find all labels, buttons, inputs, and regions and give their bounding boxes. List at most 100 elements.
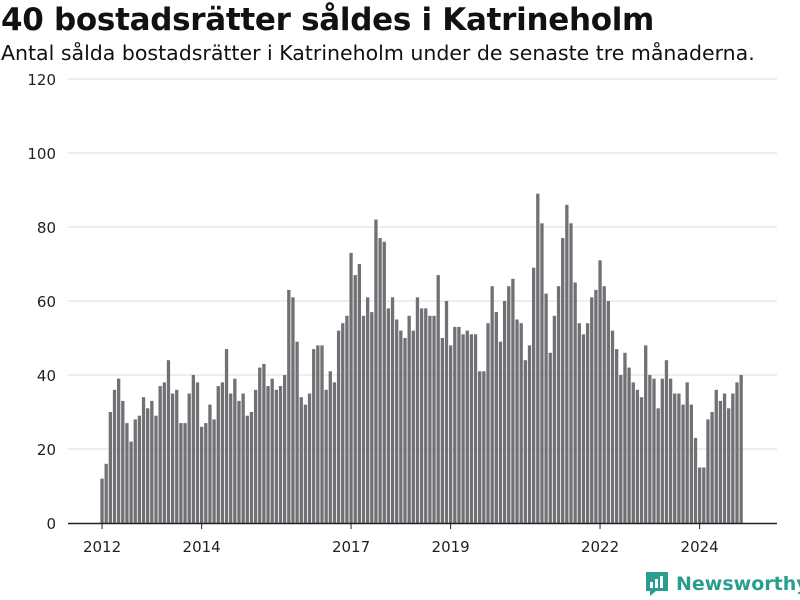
bar [548,352,552,523]
bar [718,400,723,523]
bar [349,252,353,523]
bar [129,441,133,523]
bar [710,412,714,523]
bar [179,423,183,523]
bar [382,241,386,524]
chart-title: 40 bostadsrätter såldes i Katrineholm [1,2,655,38]
bar [685,382,689,523]
bar [366,297,370,523]
bar [727,408,731,523]
bar [552,315,557,523]
bar [224,349,229,523]
chart-subtitle: Antal sålda bostadsrätter i Katrineholm … [1,41,755,65]
bar [623,352,627,523]
bar [428,315,432,523]
bar [258,367,262,523]
bar [399,330,403,523]
bar [245,415,249,523]
bar [436,275,440,523]
bar [689,404,693,523]
x-tick-label: 2012 [83,538,121,556]
bar [610,330,615,523]
bar [698,467,702,523]
x-tick-label: 2024 [681,538,719,556]
bar [639,397,644,523]
bar [590,297,594,523]
bar [316,345,320,523]
bar [722,393,727,523]
bar [706,419,710,523]
bar [229,393,233,523]
bar [660,378,664,523]
bar [312,349,316,523]
bar [440,338,444,523]
bar [108,412,112,523]
bar [644,345,648,523]
bar [419,308,424,523]
bar [490,286,494,523]
bar [146,408,150,523]
y-tick-label: 20 [37,441,56,459]
bar [714,389,718,523]
bar [731,393,735,523]
bar [390,297,395,523]
bar [735,382,739,523]
newsworthy-logo: Newsworthy [644,570,800,598]
bar [150,400,154,523]
bar [407,315,411,523]
bar [453,326,457,523]
bar [465,330,469,523]
x-tick-label: 2022 [581,538,619,556]
bar [191,375,195,523]
bar [478,371,482,523]
bar [498,341,503,523]
bar [565,204,569,524]
bar [469,334,474,523]
bar [457,326,461,523]
bar [556,286,561,523]
bar [162,382,166,523]
bar [585,323,590,523]
bar [278,386,283,523]
bar [141,397,146,523]
y-tick-label: 120 [27,71,56,89]
bar [424,308,428,523]
bar [200,426,204,523]
bar [598,260,602,523]
bar [581,334,586,523]
bar [125,423,129,523]
bar [121,400,125,523]
bar [502,301,507,523]
bar [295,341,299,523]
bar [291,297,295,523]
bar [170,393,175,523]
bar [361,315,366,523]
y-tick-label: 0 [46,515,56,533]
bar [117,378,121,523]
bar [357,264,361,523]
bar [573,282,577,523]
bar [112,389,117,523]
bar [253,389,258,523]
bar [739,375,743,523]
bar [208,404,212,523]
bar [494,312,498,523]
bar [594,289,598,523]
bar [648,375,652,523]
y-tick-label: 80 [37,219,56,237]
bar [511,278,515,523]
bar [283,375,287,523]
bar [370,312,374,523]
y-tick-label: 100 [27,145,56,163]
bar [270,378,274,523]
bar [702,467,706,523]
x-tick-label: 2019 [432,538,470,556]
bar [137,415,142,523]
bar [187,393,191,523]
bar [328,371,332,523]
bar [619,375,623,523]
bar [287,289,291,523]
bar [220,382,225,523]
bar [519,323,523,523]
